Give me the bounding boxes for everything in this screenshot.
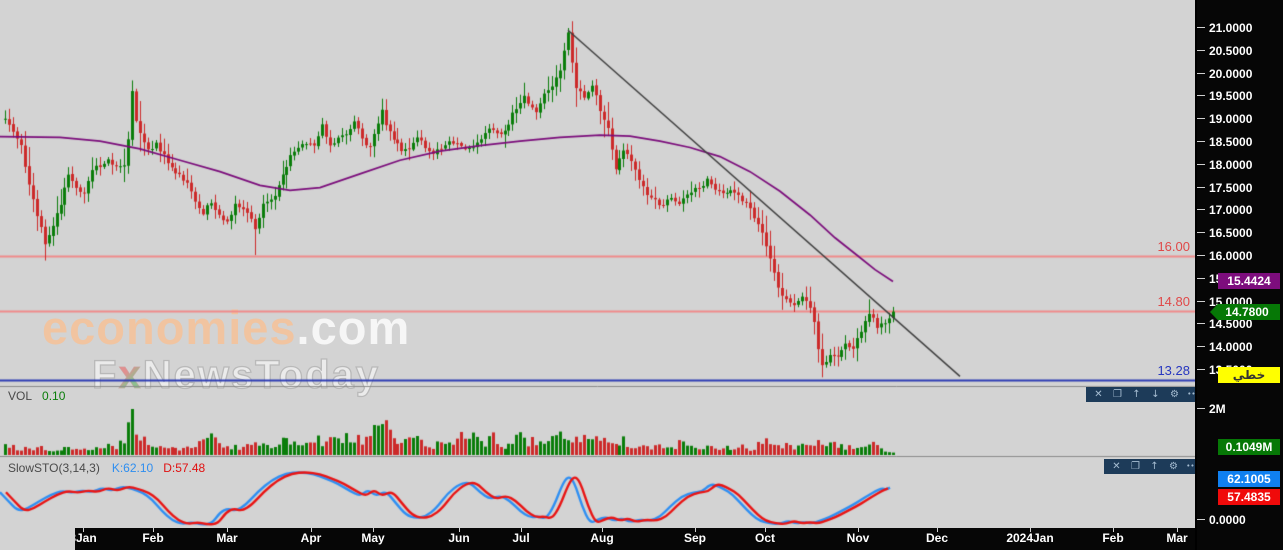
price-level-label[interactable]: 13.28 [1157, 363, 1190, 379]
month-tick [227, 528, 228, 532]
stoch-k-badge: 62.1005 [1218, 471, 1280, 487]
volume-pane-toolbar: ✕ ❐ ↑ ↓ ⚙ ••• [1086, 387, 1206, 402]
price-tick-label: 14.0000 [1209, 340, 1253, 355]
price-tick-label: 19.5000 [1209, 89, 1253, 104]
tick-dash [1197, 300, 1205, 302]
tick-dash [1197, 232, 1205, 234]
month-tick [373, 528, 374, 532]
settings-icon[interactable]: ⚙ [1170, 389, 1179, 400]
tick-dash [1197, 72, 1205, 74]
month-label: Oct [754, 531, 776, 545]
price-tick-label: 16.0000 [1209, 249, 1253, 263]
month-tick [1030, 528, 1031, 532]
price-tick-label: 14.5000 [1209, 317, 1253, 332]
tick-dash [1197, 118, 1205, 120]
month-label: Apr [300, 531, 322, 545]
month-label: 2024Jan [1006, 531, 1054, 545]
maximize-icon[interactable]: ❐ [1131, 461, 1140, 472]
month-tick [521, 528, 522, 532]
tick-dash [1197, 186, 1205, 188]
month-label: Jul [512, 531, 530, 545]
stoch-tick-label: 0.0000 [1209, 513, 1246, 527]
volume-tick-label: 2M [1209, 402, 1226, 416]
scale-mode-badge: خطي [1218, 367, 1280, 383]
settings-icon[interactable]: ⚙ [1169, 461, 1178, 472]
month-label: Mar [1166, 531, 1188, 545]
tick-dash [1197, 408, 1205, 409]
price-tick-label: 17.5000 [1209, 180, 1253, 195]
more-icon[interactable]: ••• [1186, 462, 1199, 470]
price-tick-label: 17.0000 [1209, 203, 1253, 218]
volume-pane-header: VOL 0.10 [8, 389, 65, 403]
month-label: Aug [590, 531, 614, 545]
price-tick-label: 21.0000 [1209, 21, 1253, 35]
up-icon[interactable]: ↑ [1132, 389, 1141, 400]
price-tick-label: 18.0000 [1209, 157, 1253, 172]
stoch-d-badge: 57.4835 [1218, 489, 1280, 505]
month-tick [153, 528, 154, 532]
tick-dash [1197, 323, 1205, 325]
price-level-label[interactable]: 16.00 [1157, 239, 1190, 254]
price-tick-label: 20.5000 [1209, 43, 1253, 58]
up-icon[interactable]: ↑ [1150, 461, 1159, 472]
month-tick [765, 528, 766, 532]
price-tick-label: 20.0000 [1209, 66, 1253, 81]
month-label: Sep [683, 531, 707, 545]
volume-badge: 0.1049M [1218, 439, 1280, 455]
tick-dash [1197, 209, 1205, 211]
time-axis[interactable]: 3Jan Feb Mar Apr May Jun Jul Aug Sep Oct Nov Dec 202… [69, 528, 1195, 550]
more-icon[interactable]: ••• [1187, 390, 1200, 398]
tick-dash [1197, 141, 1205, 142]
month-tick [602, 528, 603, 532]
tick-dash [1197, 346, 1205, 348]
stochastic-pane-header: SlowSTO(3,14,3) K:62.10 D:57.48 [8, 461, 205, 475]
price-level-label[interactable]: 14.80 [1157, 293, 1190, 309]
month-label: Feb [142, 531, 164, 545]
tick-dash [1197, 27, 1205, 28]
volume-current-value: 0.10 [42, 389, 66, 403]
month-tick [937, 528, 938, 532]
price-tick-label: 18.5000 [1209, 135, 1253, 149]
month-tick [311, 528, 312, 532]
stochastic-pane-toolbar: ✕ ❐ ↑ ⚙ ••• [1104, 459, 1205, 474]
stochastic-d-value: D:57.48 [163, 461, 206, 475]
price-tick-label: 19.0000 [1209, 112, 1253, 127]
month-label: Nov [846, 531, 870, 545]
last-price-badge: 14.7800 [1210, 304, 1280, 320]
month-tick [858, 528, 859, 532]
price-tick-label: 16.5000 [1209, 226, 1253, 241]
down-icon[interactable]: ↓ [1151, 389, 1160, 400]
maximize-icon[interactable]: ❐ [1113, 389, 1122, 400]
tick-dash [1197, 255, 1205, 256]
month-tick [695, 528, 696, 532]
price-axis[interactable]: 21.0000 20.5000 20.0000 19.5000 19.0000 18.50… [1195, 0, 1283, 550]
month-label: Jun [448, 531, 470, 545]
stochastic-k-value: K:62.10 [111, 461, 154, 475]
volume-pane-title: VOL [8, 389, 33, 403]
month-label: May [361, 531, 385, 545]
tick-dash [1197, 49, 1205, 51]
tick-dash [1197, 163, 1205, 165]
close-icon[interactable]: ✕ [1112, 461, 1121, 472]
month-label: Feb [1102, 531, 1124, 545]
tick-dash [1197, 277, 1205, 279]
month-label: Dec [925, 531, 949, 545]
tick-dash [1197, 369, 1205, 370]
month-tick [1177, 528, 1178, 532]
month-tick [83, 528, 84, 532]
chart-canvas[interactable] [0, 0, 1195, 550]
close-icon[interactable]: ✕ [1094, 389, 1103, 400]
ma-value-badge: 15.4424 [1218, 273, 1280, 289]
axis-corner [0, 528, 75, 550]
month-label: 3Jan [69, 531, 97, 545]
tick-dash [1197, 95, 1205, 97]
stochastic-pane-title: SlowSTO(3,14,3) [8, 461, 100, 475]
month-tick [1113, 528, 1114, 532]
month-tick [459, 528, 460, 532]
month-label: Mar [216, 531, 238, 545]
tick-dash [1197, 519, 1205, 520]
